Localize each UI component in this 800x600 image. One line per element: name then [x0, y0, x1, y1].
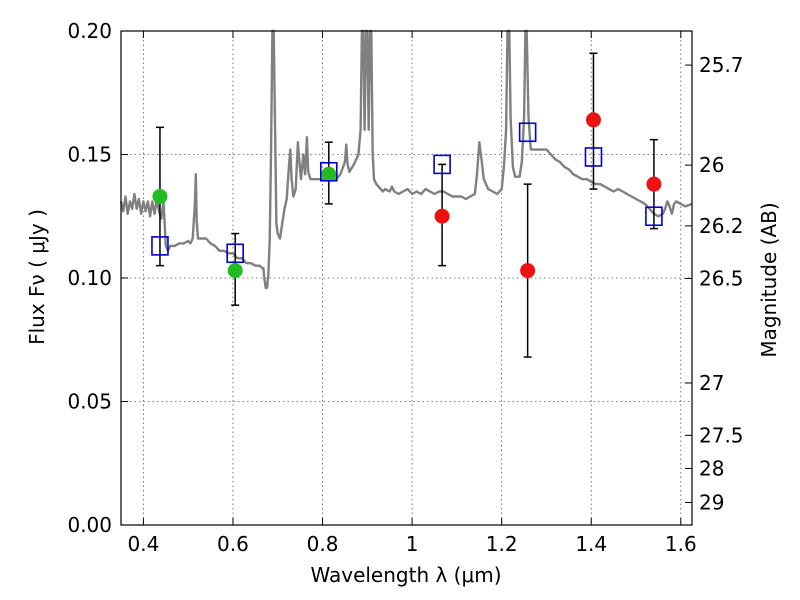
x-tick-label-1: 0.6: [217, 532, 249, 556]
right-axis-label: Magnitude (AB): [757, 202, 781, 357]
green-point-1: [227, 263, 243, 279]
x-tick-label-2: 0.8: [307, 532, 339, 556]
photometry-points: [152, 112, 662, 279]
green-point-0: [152, 188, 168, 204]
y-axis-label: Flux Fν ( μJy ): [25, 209, 49, 345]
mag-tick-label-5: 27.5: [699, 423, 744, 447]
grid-lines: [121, 30, 692, 526]
red-point-1: [520, 263, 536, 279]
mag-tick-label-3: 26.5: [699, 266, 744, 290]
error-bars: [155, 52, 658, 358]
red-point-2: [585, 112, 601, 128]
magnitude-axis-ticks: 25.7 26 26.2 26.5 27 27.5 28 29: [685, 53, 744, 515]
y-axis-ticks: 0.00 0.05 0.10 0.15 0.20: [67, 19, 128, 537]
x-tick-label-5: 1.4: [575, 532, 607, 556]
y-tick-label-3: 0.15: [67, 143, 112, 167]
mag-tick-label-6: 28: [699, 456, 724, 480]
y-tick-label-0: 0.00: [67, 513, 112, 537]
x-axis-label: Wavelength λ (μm): [310, 563, 501, 587]
model-box-0: [151, 236, 169, 256]
x-tick-label-0: 0.4: [127, 532, 159, 556]
mag-tick-label-4: 27: [699, 371, 724, 395]
spectrum-line: [119, 29, 693, 290]
x-tick-label-6: 1.6: [665, 532, 697, 556]
model-spectrum: [119, 29, 693, 290]
mag-tick-label-7: 29: [699, 491, 724, 515]
model-box-5: [584, 147, 603, 167]
model-photometry-boxes: [151, 122, 663, 264]
model-box-1: [226, 243, 244, 264]
mag-tick-label-2: 26.2: [699, 214, 744, 238]
mag-tick-label-1: 26: [699, 153, 724, 177]
green-point-2: [321, 166, 337, 182]
x-tick-label-3: 1: [406, 532, 419, 556]
model-box-4: [518, 122, 537, 143]
red-point-0: [434, 208, 450, 224]
y-tick-label-1: 0.05: [67, 390, 112, 414]
mag-tick-label-0: 25.7: [699, 53, 744, 77]
x-axis-ticks: 0.4 0.6 0.8 1 1.2 1.4 1.6: [127, 31, 697, 556]
y-tick-label-2: 0.10: [67, 266, 112, 290]
y-tick-label-4: 0.20: [67, 19, 112, 43]
x-tick-label-4: 1.2: [486, 532, 518, 556]
model-box-6: [645, 206, 663, 227]
red-point-3: [646, 176, 662, 192]
model-box-3: [433, 154, 451, 175]
model-box-2: [319, 161, 338, 182]
